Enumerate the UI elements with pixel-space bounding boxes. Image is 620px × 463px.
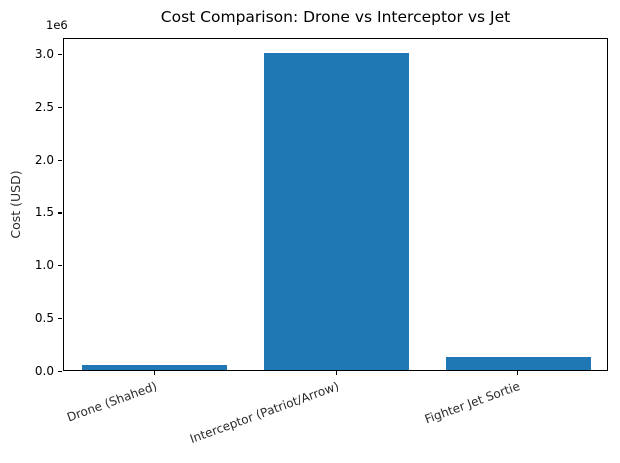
y-tick-label: 1.0 <box>34 258 54 273</box>
chart-title: Cost Comparison: Drone vs Interceptor vs… <box>160 8 511 26</box>
bar <box>445 357 591 370</box>
x-tick-label: Drone (Shahed) <box>64 379 159 425</box>
x-tick-mark <box>335 371 337 376</box>
y-tick-mark <box>58 371 63 373</box>
y-tick-mark <box>58 106 63 108</box>
bar-series <box>64 39 607 370</box>
plot-area <box>63 38 608 371</box>
x-tick-label: Fighter Jet Sortie <box>423 379 522 427</box>
y-tick-label: 2.0 <box>34 152 54 167</box>
y-tick-mark <box>58 159 63 161</box>
x-tick-label: Interceptor (Patriot/Arrow) <box>187 379 341 447</box>
y-tick-label: 2.5 <box>34 99 54 114</box>
y-tick-label: 3.0 <box>34 46 54 61</box>
y-tick-label: 0.0 <box>34 364 54 378</box>
x-tick-mark <box>153 371 155 376</box>
y-tick-label: 0.5 <box>34 311 54 326</box>
x-tick-mark <box>517 371 519 376</box>
y-tick-mark <box>58 53 63 55</box>
bar <box>263 52 410 370</box>
y-tick-mark <box>58 265 63 267</box>
y-tick-mark <box>58 212 63 214</box>
y-tick-label: 1.5 <box>34 205 54 220</box>
y-tick-mark <box>58 318 63 320</box>
y-axis-offset-text: 1e6 <box>46 18 68 32</box>
bar <box>82 364 228 370</box>
